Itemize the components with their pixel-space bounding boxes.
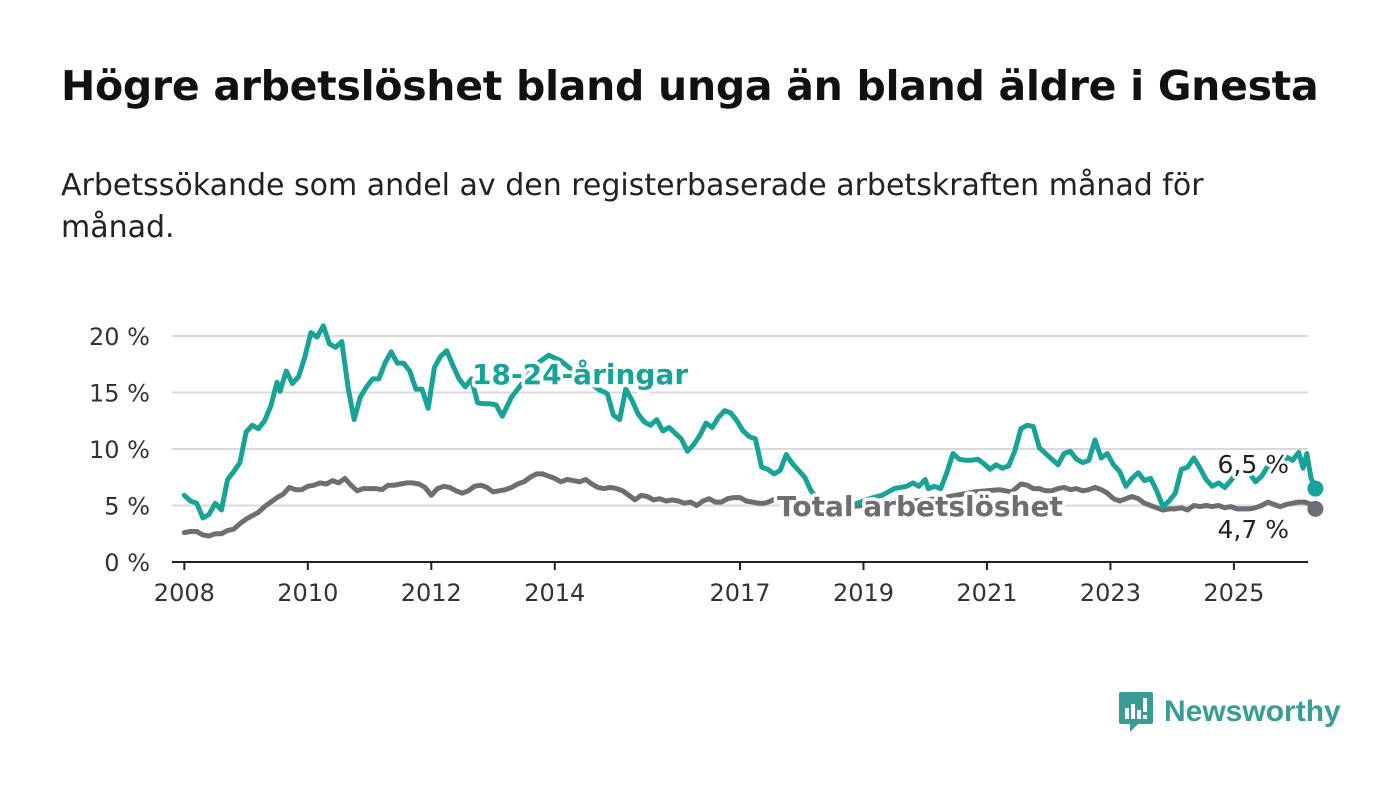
chart-title: Högre arbetslöshet bland unga än bland ä… bbox=[61, 62, 1319, 110]
end-point-total bbox=[1307, 500, 1324, 517]
y-tick-label: 15 % bbox=[89, 380, 150, 408]
series-label-total: Total arbetslöshet bbox=[777, 490, 1063, 523]
x-tick-label: 2010 bbox=[277, 579, 338, 607]
series-label-18-24: 18-24-åringar bbox=[472, 358, 688, 391]
end-value-18-24: 6,5 % bbox=[1218, 450, 1289, 479]
brand-logo: Newsworthy bbox=[1118, 690, 1341, 734]
y-tick-label: 20 % bbox=[89, 323, 150, 351]
y-tick-label: 0 % bbox=[104, 549, 150, 577]
series-lines bbox=[181, 323, 1324, 539]
series-line-18-24 bbox=[181, 323, 1318, 521]
x-tick-label: 2023 bbox=[1080, 579, 1141, 607]
chart-subtitle: Arbetssökande som andel av den registerb… bbox=[61, 168, 1204, 245]
series-line-total bbox=[181, 471, 1318, 539]
brand-name: Newsworthy bbox=[1164, 695, 1341, 728]
series-labels: 18-24-åringar Total arbetslöshet 6,5 % 4,7 … bbox=[469, 355, 1293, 548]
y-tick-label: 5 % bbox=[104, 493, 150, 521]
x-tick-label: 2014 bbox=[524, 579, 585, 607]
y-tick-label: 10 % bbox=[89, 436, 150, 464]
x-tick-label: 2012 bbox=[401, 579, 462, 607]
end-value-total: 4,7 % bbox=[1218, 515, 1289, 544]
x-tick-label: 2021 bbox=[956, 579, 1017, 607]
end-point-18-24 bbox=[1307, 480, 1324, 497]
y-axis-tick-labels: 0 % 5 % 10 % 15 % 20 % bbox=[89, 323, 150, 577]
x-tick-label: 2019 bbox=[833, 579, 894, 607]
newsworthy-logo-icon bbox=[1119, 692, 1153, 732]
x-tick-label: 2017 bbox=[709, 579, 770, 607]
x-tick-label: 2025 bbox=[1203, 579, 1264, 607]
x-axis: 2008 2010 2012 2014 2017 2019 2021 2023 2025 bbox=[154, 561, 1308, 607]
x-tick-label: 2008 bbox=[154, 579, 215, 607]
